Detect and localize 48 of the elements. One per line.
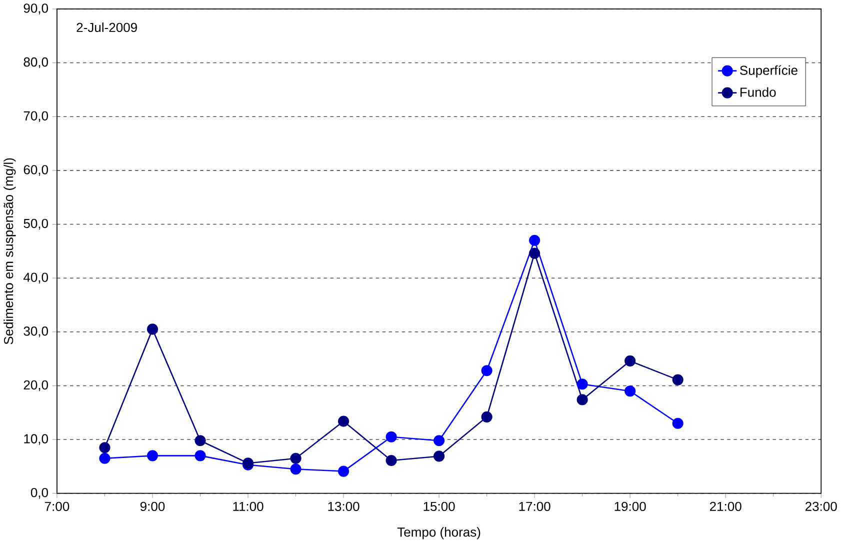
y-tick-label: 40,0 — [24, 272, 48, 284]
point — [434, 450, 445, 462]
x-tick-label: 11:00 — [233, 502, 264, 512]
x-tick-label: 13:00 — [328, 502, 360, 512]
point — [481, 411, 492, 423]
x-axis-title: Tempo (horas) — [397, 527, 480, 540]
point — [194, 435, 206, 446]
point — [386, 431, 397, 442]
point — [624, 355, 636, 367]
legend-label: Fundo — [740, 87, 776, 97]
x-tick-label: 23:00 — [805, 502, 837, 512]
point — [529, 248, 540, 259]
point — [338, 466, 350, 477]
x-tick-label: 17:00 — [519, 502, 550, 512]
point — [529, 234, 540, 246]
y-tick-label: 90,0 — [24, 4, 48, 14]
point — [481, 365, 492, 376]
point — [434, 435, 445, 446]
point — [672, 374, 684, 386]
y-axis-title: Sedimento em suspensão (mg/l) — [4, 158, 16, 344]
point — [338, 416, 350, 427]
point — [672, 418, 684, 429]
y-tick-label: 10,0 — [24, 434, 48, 445]
y-tick-label: 0,0 — [30, 488, 48, 499]
point — [146, 450, 158, 462]
point — [290, 464, 302, 475]
point — [576, 378, 588, 390]
x-tick-label: 21:00 — [710, 502, 742, 512]
x-tick-label: 9:00 — [140, 502, 165, 512]
legend-label: Superfície — [740, 65, 798, 78]
point — [194, 450, 206, 462]
y-tick-label: 30,0 — [24, 326, 48, 338]
point — [146, 324, 158, 335]
point — [576, 394, 588, 406]
point — [624, 386, 636, 397]
point — [99, 442, 110, 454]
point — [386, 455, 397, 466]
point — [99, 452, 110, 464]
x-tick-label: 19:00 — [614, 502, 646, 512]
annotation: 2-Jul-2009 — [76, 22, 137, 32]
y-tick-label: 70,0 — [24, 111, 48, 122]
x-tick-label: 7:00 — [44, 502, 70, 512]
y-tick-label: 50,0 — [24, 218, 48, 230]
y-tick-label: 60,0 — [24, 165, 48, 176]
point — [290, 452, 302, 464]
x-tick-label: 15:00 — [424, 502, 455, 512]
y-tick-label: 20,0 — [24, 380, 48, 392]
y-tick-label: 80,0 — [24, 57, 48, 68]
